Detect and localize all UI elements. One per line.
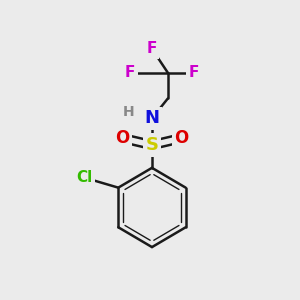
Text: F: F [125,65,135,80]
Text: H: H [122,105,134,119]
Text: Cl: Cl [76,170,93,185]
Text: F: F [188,65,199,80]
Text: S: S [146,136,158,154]
Text: O: O [115,129,129,147]
Text: N: N [145,109,160,127]
Text: F: F [147,41,157,56]
Text: O: O [175,129,189,147]
